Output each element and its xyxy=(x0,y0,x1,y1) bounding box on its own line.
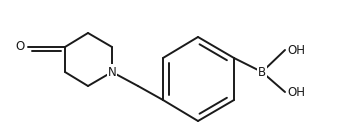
Text: N: N xyxy=(107,66,116,79)
Text: O: O xyxy=(16,40,25,53)
Text: B: B xyxy=(258,66,266,79)
Text: OH: OH xyxy=(287,85,305,98)
Text: OH: OH xyxy=(287,44,305,57)
